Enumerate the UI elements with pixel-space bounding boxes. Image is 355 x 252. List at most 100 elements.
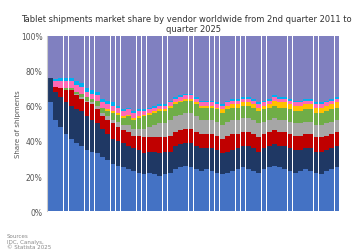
Bar bbox=[220, 175, 225, 211]
Bar bbox=[220, 113, 225, 126]
Bar bbox=[199, 134, 204, 148]
Bar bbox=[288, 101, 292, 105]
Bar bbox=[236, 108, 240, 120]
Bar bbox=[267, 133, 272, 147]
Bar bbox=[95, 154, 100, 211]
Bar bbox=[90, 120, 94, 152]
Bar bbox=[142, 117, 147, 129]
Bar bbox=[334, 108, 339, 120]
Bar bbox=[126, 169, 131, 211]
Bar bbox=[293, 124, 297, 136]
Bar bbox=[220, 126, 225, 140]
Bar bbox=[163, 124, 167, 138]
Bar bbox=[137, 129, 141, 136]
Bar bbox=[137, 37, 141, 110]
Bar bbox=[204, 103, 209, 106]
Bar bbox=[163, 110, 167, 112]
Bar bbox=[236, 148, 240, 169]
Bar bbox=[314, 105, 318, 108]
Bar bbox=[105, 110, 110, 112]
Bar bbox=[173, 98, 178, 100]
Bar bbox=[324, 106, 329, 112]
Bar bbox=[110, 140, 115, 164]
Bar bbox=[230, 171, 235, 211]
Bar bbox=[100, 37, 105, 100]
Bar bbox=[53, 80, 58, 82]
Bar bbox=[209, 108, 214, 120]
Bar bbox=[277, 120, 282, 133]
Bar bbox=[293, 37, 297, 101]
Bar bbox=[178, 101, 183, 103]
Bar bbox=[324, 37, 329, 101]
Bar bbox=[157, 106, 162, 110]
Bar bbox=[283, 103, 287, 108]
Bar bbox=[100, 108, 105, 113]
Bar bbox=[178, 96, 183, 98]
Bar bbox=[293, 150, 297, 173]
Bar bbox=[199, 37, 204, 101]
Bar bbox=[334, 103, 339, 108]
Bar bbox=[157, 112, 162, 124]
Bar bbox=[131, 112, 136, 113]
Bar bbox=[283, 108, 287, 120]
Bar bbox=[215, 37, 219, 103]
Bar bbox=[84, 101, 89, 103]
Bar bbox=[267, 37, 272, 100]
Bar bbox=[230, 100, 235, 101]
Bar bbox=[147, 152, 152, 173]
Bar bbox=[256, 138, 261, 152]
Bar bbox=[303, 122, 308, 134]
Bar bbox=[194, 117, 198, 133]
Bar bbox=[334, 120, 339, 133]
Bar bbox=[256, 103, 261, 105]
Bar bbox=[267, 105, 272, 108]
Bar bbox=[319, 108, 324, 113]
Bar bbox=[157, 124, 162, 138]
Bar bbox=[100, 100, 105, 103]
Bar bbox=[329, 122, 334, 134]
Bar bbox=[116, 115, 120, 122]
Bar bbox=[241, 133, 245, 147]
Bar bbox=[262, 103, 266, 106]
Bar bbox=[246, 169, 251, 211]
Bar bbox=[277, 98, 282, 100]
Bar bbox=[251, 148, 256, 171]
Bar bbox=[293, 106, 297, 112]
Bar bbox=[147, 115, 152, 128]
Bar bbox=[288, 122, 292, 134]
Bar bbox=[230, 108, 235, 120]
Bar bbox=[314, 152, 318, 173]
Bar bbox=[126, 126, 131, 133]
Bar bbox=[178, 115, 183, 131]
Bar bbox=[126, 108, 131, 110]
Bar bbox=[329, 101, 334, 105]
Bar bbox=[79, 112, 84, 147]
Bar bbox=[277, 147, 282, 168]
Bar bbox=[241, 168, 245, 211]
Bar bbox=[137, 136, 141, 150]
Bar bbox=[121, 143, 126, 168]
Bar bbox=[110, 37, 115, 103]
Bar bbox=[64, 103, 69, 134]
Bar bbox=[189, 113, 193, 129]
Bar bbox=[110, 120, 115, 124]
Bar bbox=[230, 37, 235, 100]
Bar bbox=[74, 82, 79, 85]
Bar bbox=[251, 108, 256, 120]
Bar bbox=[298, 106, 303, 112]
Bar bbox=[84, 98, 89, 101]
Bar bbox=[288, 171, 292, 211]
Bar bbox=[283, 100, 287, 103]
Bar bbox=[90, 91, 94, 94]
Bar bbox=[121, 117, 126, 119]
Bar bbox=[319, 103, 324, 105]
Bar bbox=[142, 112, 147, 115]
Bar bbox=[105, 120, 110, 134]
Bar bbox=[334, 168, 339, 211]
Bar bbox=[64, 134, 69, 211]
Bar bbox=[329, 110, 334, 122]
Bar bbox=[283, 147, 287, 169]
Bar bbox=[173, 100, 178, 103]
Bar bbox=[53, 120, 58, 211]
Bar bbox=[100, 129, 105, 157]
